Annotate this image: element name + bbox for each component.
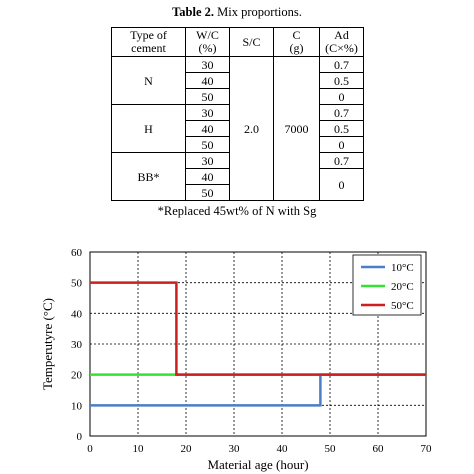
temperature-chart: 0 10 20 30 40 50 60 70 0 10 20 30 40 50 60 10°C 20°C 50°… — [40, 247, 432, 472]
mix-proportions-table: Type of cement W/C (%) S/C C (g) Ad (C×%) N … — [111, 27, 364, 201]
cell-wc: 40 — [185, 120, 230, 137]
x-tick-label: 60 — [373, 443, 385, 455]
legend-entry: 50°C — [391, 300, 414, 312]
x-tick-label: 70 — [421, 443, 433, 455]
chart-legend: 10°C 20°C 50°C — [352, 254, 422, 316]
cell-ad: 0.5 — [319, 72, 364, 89]
x-tick-label: 30 — [229, 443, 241, 455]
y-tick-label: 20 — [71, 370, 83, 382]
cell-c-value: 7000 — [273, 56, 320, 201]
table-caption: Table 2. Mix proportions. — [0, 5, 474, 20]
y-axis-label: Temperutyre (°C) — [40, 298, 55, 390]
y-tick-label: 0 — [77, 431, 83, 443]
cell-ad: 0 — [319, 88, 364, 105]
x-tick-label: 50 — [325, 443, 337, 455]
x-tick-label: 10 — [133, 443, 145, 455]
y-tick-label: 10 — [71, 400, 83, 412]
y-tick-label: 50 — [71, 278, 83, 290]
cell-ad: 0.5 — [319, 120, 364, 137]
x-axis-label: Material age (hour) — [207, 457, 308, 472]
cell-wc: 40 — [185, 72, 230, 89]
cell-wc: 50 — [185, 184, 230, 201]
cell-wc: 50 — [185, 136, 230, 153]
chart-series — [90, 281, 426, 407]
cell-ad: 0.7 — [319, 104, 364, 121]
cell-ad: 0 — [319, 136, 364, 153]
table-footnote: *Replaced 45wt% of N with Sg — [157, 204, 317, 218]
x-tick-label: 40 — [277, 443, 289, 455]
legend-entry: 20°C — [391, 281, 414, 293]
cell-wc: 30 — [185, 152, 230, 169]
legend-entry: 10°C — [391, 262, 414, 274]
cell-ad: 0.7 — [319, 56, 364, 73]
x-tick-label: 0 — [87, 443, 93, 455]
plot-frame — [89, 251, 427, 437]
header-wc: W/C (%) — [185, 27, 230, 57]
cell-ad: 0 — [319, 168, 364, 201]
cell-cement-type: N — [111, 56, 186, 105]
y-tick-label: 60 — [71, 247, 83, 259]
table-caption-label: Table 2. — [172, 5, 215, 19]
table-row: 50 — [112, 184, 364, 201]
series-line — [90, 373, 426, 407]
table-row: N 30 2.0 7000 0.7 — [111, 56, 364, 201]
cell-cement-type: H — [111, 104, 186, 153]
cell-wc: 40 — [185, 168, 230, 185]
y-tick-label: 40 — [71, 308, 83, 320]
cell-wc: 30 — [185, 56, 230, 73]
header-type-of-cement: Type of cement — [111, 27, 186, 57]
cell-sc-value: 2.0 — [229, 56, 274, 201]
cell-wc: 30 — [185, 104, 230, 121]
cell-ad: 0.7 — [319, 152, 364, 169]
y-tick-label: 30 — [71, 339, 83, 351]
cell-cement-type: BB* — [111, 152, 186, 201]
header-sc: S/C — [229, 27, 274, 57]
table-row: 40 0.5 — [112, 120, 364, 137]
table-header-row: Type of cement W/C (%) S/C C (g) Ad (C×%) — [111, 27, 364, 57]
table-caption-text: Mix proportions. — [214, 5, 302, 19]
series-line — [90, 281, 426, 376]
header-c: C (g) — [273, 27, 320, 57]
table-row: 50 0 — [112, 136, 364, 153]
header-ad: Ad (C×%) — [319, 27, 364, 57]
chart-ticks: 0 10 20 30 40 50 60 70 0 10 20 30 40 50 60 — [71, 247, 432, 455]
cell-wc: 50 — [185, 88, 230, 105]
x-tick-label: 20 — [181, 443, 193, 455]
